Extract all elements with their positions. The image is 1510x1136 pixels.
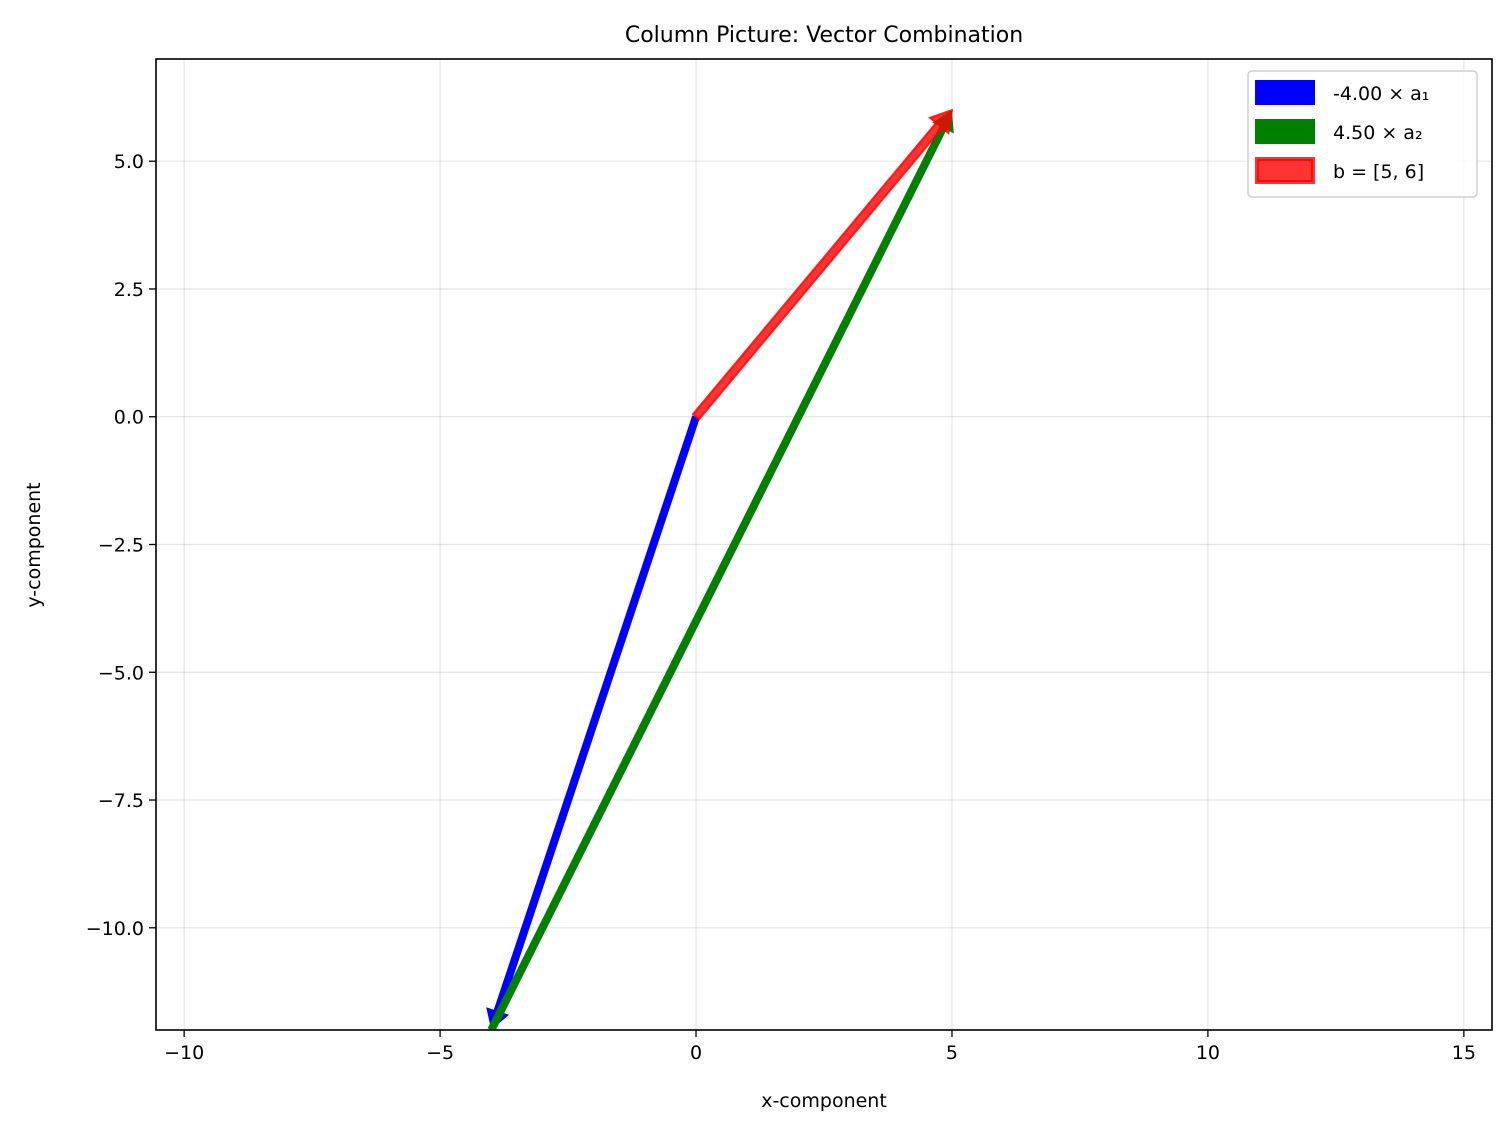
legend-swatch (1255, 119, 1315, 144)
grid (156, 59, 1492, 1030)
y-tick-label: 5.0 (114, 151, 144, 173)
vector-arrow-2 (487, 110, 954, 1030)
x-tick-label: −5 (426, 1042, 454, 1064)
y-tick-label: −2.5 (98, 535, 144, 557)
x-tick-label: 0 (690, 1042, 702, 1064)
y-tick-label: −5.0 (98, 662, 144, 684)
vector-arrow-1 (486, 415, 700, 1030)
legend-label: b = [5, 6] (1333, 161, 1424, 183)
x-tick-label: −10 (164, 1042, 204, 1064)
y-tick-label: 0.0 (114, 407, 144, 429)
x-tick-label: 15 (1452, 1042, 1476, 1064)
vectors (486, 108, 954, 1030)
y-axis-label: y-component (23, 482, 45, 607)
y-tick-label: −7.5 (98, 790, 144, 812)
legend-swatch (1255, 157, 1315, 184)
legend-label: 4.50 × a₂ (1333, 122, 1423, 144)
ticks: −10 −5 0 5 10 15 −10.0 −7.5 −5.0 −2.5 0.0 2.5 5.0 (86, 151, 1476, 1064)
legend: -4.00 × a₁ 4.50 × a₂ b = [5, 6] (1247, 70, 1478, 198)
legend-swatch (1255, 80, 1315, 105)
chart-title: Column Picture: Vector Combination (625, 23, 1023, 48)
legend-label: -4.00 × a₁ (1333, 83, 1429, 105)
x-axis-label: x-component (761, 1090, 887, 1112)
y-tick-label: 2.5 (114, 279, 144, 301)
vector-arrow-3 (691, 108, 954, 421)
x-tick-label: 10 (1196, 1042, 1220, 1064)
x-tick-label: 5 (946, 1042, 958, 1064)
y-tick-label: −10.0 (86, 918, 144, 940)
